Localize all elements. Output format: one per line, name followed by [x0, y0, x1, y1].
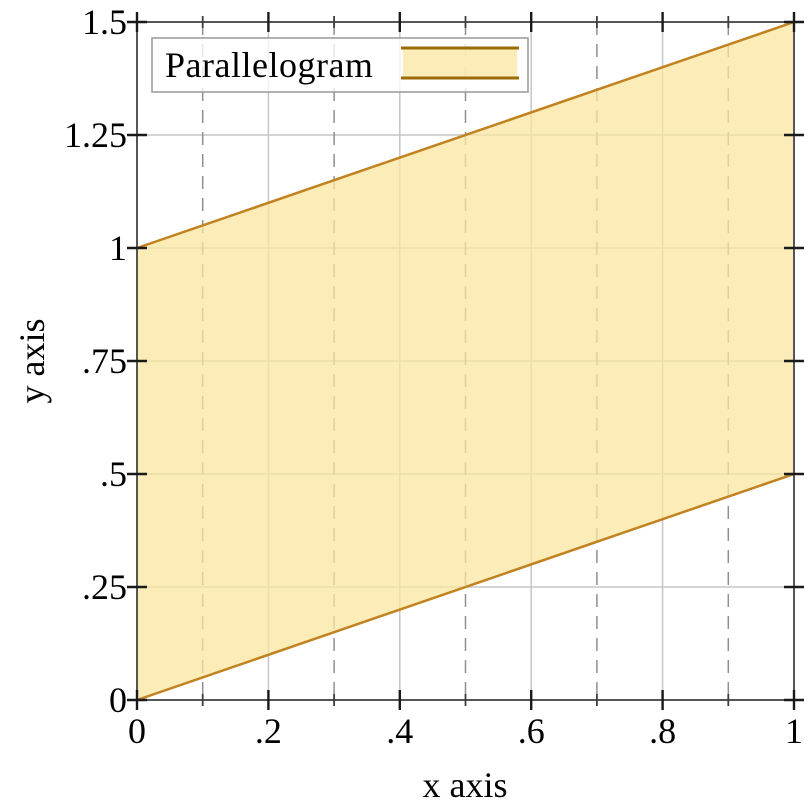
y-tick-label: 1.25 [64, 115, 127, 155]
x-tick-label: .8 [649, 711, 676, 751]
y-axis-title: y axis [12, 319, 52, 404]
y-tick-label: 0 [109, 680, 127, 720]
legend-label: Parallelogram [165, 45, 373, 85]
x-axis-title: x axis [423, 765, 508, 805]
y-tick-label: .25 [82, 567, 127, 607]
upper-boundary-line [136, 20, 795, 250]
x-tick-label: 0 [128, 711, 146, 751]
legend: Parallelogram [151, 37, 529, 93]
x-tick-label: .2 [255, 711, 282, 751]
y-tick-label: .75 [82, 341, 127, 381]
interval-boundary-lines [136, 20, 795, 702]
y-tick-label: .5 [100, 454, 127, 494]
legend-swatch-fill [403, 48, 517, 78]
x-tick-label: .6 [518, 711, 545, 751]
y-tick-labels: 0 .25 .5 .75 1 1.25 1.5 [64, 2, 127, 720]
ticks [127, 12, 804, 710]
y-tick-label: 1.5 [82, 2, 127, 42]
x-tick-label: 1 [785, 711, 803, 751]
x-tick-labels: 0 .2 .4 .6 .8 1 [128, 711, 803, 751]
y-tick-label: 1 [109, 228, 127, 268]
x-tick-label: .4 [386, 711, 413, 751]
lower-boundary-line [136, 472, 795, 702]
